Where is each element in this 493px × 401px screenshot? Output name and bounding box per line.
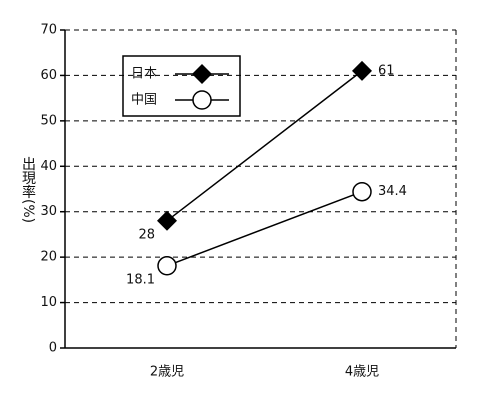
y-tick-label: 60 xyxy=(40,68,57,83)
legend-label: 中国 xyxy=(131,93,157,108)
y-tick-label: 50 xyxy=(40,113,57,128)
line xyxy=(166,191,363,267)
data-label: 34.4 xyxy=(378,184,407,199)
y-tick-label: 0 xyxy=(49,341,57,356)
legend-label: 日本 xyxy=(131,67,157,82)
marker xyxy=(352,181,372,202)
y-tick-label: 30 xyxy=(40,204,57,219)
marker xyxy=(157,256,177,276)
legend-box xyxy=(122,55,241,117)
data-label: 61 xyxy=(378,63,395,78)
y-tick-label: 70 xyxy=(40,23,57,38)
y-tick-label: 20 xyxy=(40,250,57,265)
x-tick-label: 4歳児 xyxy=(345,365,379,380)
line xyxy=(166,70,363,222)
marker xyxy=(192,90,212,110)
marker xyxy=(157,210,177,231)
y-tick-label: 10 xyxy=(40,295,57,310)
x-tick-label: 2歳児 xyxy=(150,365,184,380)
marker xyxy=(192,64,212,84)
y-tick-label: 40 xyxy=(40,159,57,174)
y-axis-label: 出現率(%) xyxy=(20,157,36,223)
data-label: 28 xyxy=(138,227,155,242)
marker xyxy=(352,60,372,81)
data-label: 18.1 xyxy=(126,272,155,287)
